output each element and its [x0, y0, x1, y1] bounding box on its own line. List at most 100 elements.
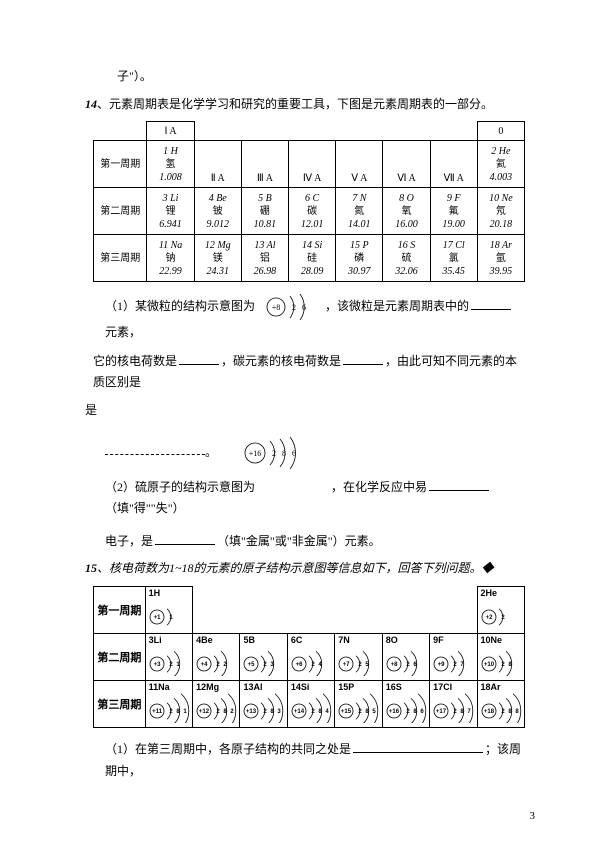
q14-part2-line2: 电子，是 （填"金属"或"非金属"）元素。	[85, 530, 525, 553]
svg-text:+5: +5	[248, 662, 256, 668]
svg-text:+3: +3	[153, 662, 161, 668]
q14-1e: ，碳元素的核电荷数是	[221, 354, 341, 368]
q14-1c: 元素，	[105, 325, 141, 339]
svg-text:+2: +2	[485, 615, 493, 621]
dash-blank	[105, 440, 205, 455]
q14-2d: 电子，是	[105, 534, 153, 548]
q14-1d: 它的核电荷数是	[93, 354, 177, 368]
svg-text:2: 2	[406, 709, 410, 715]
svg-text:3: 3	[278, 709, 282, 715]
q14-text: 、元素周期表是化学学习和研究的重要工具，下图是元素周期表的一部分。	[97, 97, 493, 111]
svg-text:2: 2	[216, 709, 220, 715]
svg-text:2: 2	[264, 662, 268, 668]
period-2-row: 第二周期 3 Li锂6.9414 Be铍9.0125 B硼10.816 C碳12…	[94, 188, 525, 235]
atom-cell: 12Mg+12282	[193, 680, 240, 727]
atom-cell: 7N+725	[335, 633, 382, 680]
atom-cell: 1H+11	[145, 586, 192, 633]
svg-text:7: 7	[467, 709, 471, 715]
svg-text:+6: +6	[295, 662, 303, 668]
q15-part1: （1）在第三周期中，各原子结构的共同之处是；该周期中，	[85, 738, 525, 782]
svg-text:+9: +9	[438, 662, 446, 668]
fragment-prev: 子"）。	[85, 66, 525, 88]
q14-2a: （2）硫原子的结构示意图为	[105, 480, 255, 494]
svg-text:2: 2	[311, 709, 315, 715]
q14-1a: （1）某微粒的结构示意图为	[105, 299, 255, 313]
svg-text:+4: +4	[201, 662, 209, 668]
page-number: 3	[530, 810, 536, 822]
svg-text:2: 2	[453, 662, 457, 668]
cell-H: 1 H氢1.008	[147, 141, 194, 188]
q14-part1-line2b: 是	[85, 400, 525, 422]
atom-cell: 10Ne+1028	[477, 633, 525, 680]
atom-cell: 16S+16286	[382, 680, 429, 727]
atom-cell: 9F+927	[430, 633, 477, 680]
atom-cell: 2He+22	[477, 586, 525, 633]
svg-text:+14: +14	[294, 709, 305, 715]
svg-text:5: 5	[373, 709, 377, 715]
svg-text:2: 2	[501, 662, 505, 668]
atom-cell: 13Al+13283	[240, 680, 287, 727]
svg-text:2: 2	[501, 615, 505, 621]
atom-cell: 15P+15285	[335, 680, 382, 727]
atom-cell: 18Ar+18288	[477, 680, 525, 727]
svg-text:2: 2	[501, 709, 505, 715]
svg-text:1: 1	[183, 709, 187, 715]
svg-text:1: 1	[169, 615, 173, 621]
atom-structure-table: 第一周期 1H+11 2He+22 第二周期 3Li+3214Be+4225B+…	[93, 586, 525, 728]
q14-part1-line3: 。 +16 2 8 6	[85, 436, 525, 470]
svg-text:2: 2	[264, 709, 268, 715]
atom-cell: 17Cl+17287	[430, 680, 477, 727]
blank	[471, 295, 511, 310]
svg-text:+16: +16	[249, 449, 262, 458]
group-7a: Ⅶ A	[430, 141, 477, 188]
q15: 15、核电荷数为1~18的元素的原子结构示意图等信息如下，回答下列问题。◆	[85, 558, 525, 580]
q14-2b: ，在化学反应中易	[331, 480, 427, 494]
group-6a: Ⅵ A	[383, 141, 430, 188]
blank	[155, 530, 215, 545]
atom-diagram-oxygen: +8 2 6	[262, 292, 318, 322]
svg-text:+10: +10	[483, 662, 494, 668]
svg-text:8: 8	[515, 709, 519, 715]
blank	[343, 350, 383, 365]
page: 子"）。 14、元素周期表是化学学习和研究的重要工具，下图是元素周期表的一部分。…	[0, 0, 595, 842]
svg-text:2: 2	[169, 662, 173, 668]
blank	[429, 476, 489, 491]
blank	[353, 738, 483, 753]
q14-2e: （填"金属"或"非金属"）元素。	[217, 534, 381, 548]
svg-text:2: 2	[272, 449, 276, 458]
svg-text:2: 2	[292, 303, 296, 312]
period-2-label: 第二周期	[94, 188, 147, 235]
atom-cell: 14Si+14284	[287, 680, 334, 727]
t2-period1: 第一周期	[94, 586, 146, 633]
svg-text:6: 6	[292, 449, 296, 458]
svg-text:+8: +8	[390, 662, 398, 668]
blank	[179, 350, 219, 365]
q14-part1-line1: （1）某微粒的结构示意图为 +8 2 6 ，该微粒是元素周期表中的元素，	[85, 292, 525, 344]
svg-text:2: 2	[359, 662, 363, 668]
q15-num: 15	[85, 561, 97, 575]
period-1-label: 第一周期	[94, 141, 147, 188]
svg-text:6: 6	[302, 303, 306, 312]
svg-text:+12: +12	[199, 709, 210, 715]
group-5a: Ⅴ A	[336, 141, 383, 188]
period-3-row: 第三周期 11 Na钠22.9912 Mg镁24.3113 Al铝26.9814…	[94, 235, 525, 282]
group-0: 0	[477, 122, 524, 141]
atom-diagram-sulfur: +16 2 8 6	[240, 436, 310, 470]
svg-text:+15: +15	[341, 709, 352, 715]
svg-text:2: 2	[311, 662, 315, 668]
atom-cell: 3Li+321	[145, 633, 192, 680]
atom-cell: 6C+624	[287, 633, 334, 680]
atom-cell: 4Be+422	[193, 633, 240, 680]
q14: 14、元素周期表是化学学习和研究的重要工具，下图是元素周期表的一部分。	[85, 94, 525, 116]
cell-He: 2 He氦4.003	[477, 141, 524, 188]
svg-text:+16: +16	[389, 709, 400, 715]
group-4a: Ⅳ A	[289, 141, 336, 188]
svg-text:2: 2	[359, 709, 363, 715]
svg-text:+1: +1	[153, 615, 161, 621]
q14-2c: （填"得""失"）	[105, 501, 185, 515]
group-1a: Ⅰ A	[147, 122, 194, 141]
q14-part2-line1: （2）硫原子的结构示意图为 ，在化学反应中易 （填"得""失"）	[85, 476, 525, 520]
svg-text:2: 2	[216, 662, 220, 668]
atom-cell: 8O+826	[382, 633, 429, 680]
periodic-table: Ⅰ A 0 第一周期 1 H氢1.008 Ⅱ A Ⅲ A Ⅳ A Ⅴ A Ⅵ A…	[93, 121, 525, 282]
